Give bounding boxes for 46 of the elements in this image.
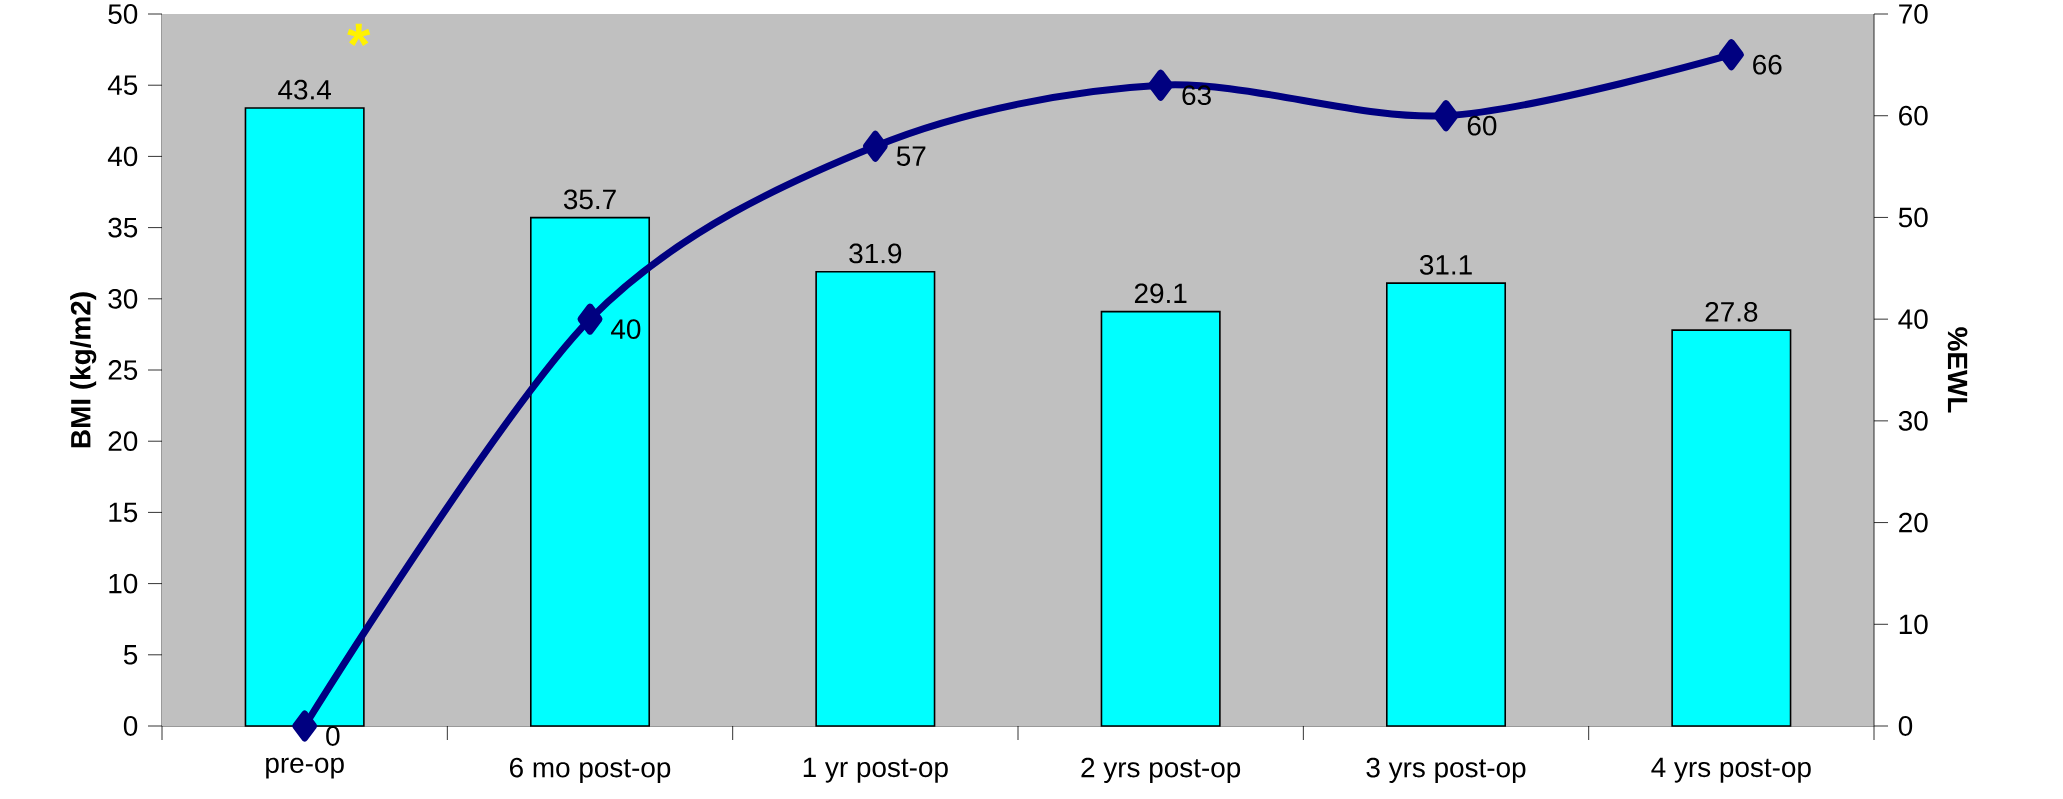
x-tick-label: 3 yrs post-op	[1366, 757, 1526, 783]
data-label: 63	[1182, 85, 1211, 106]
y-tick-label: 25	[108, 360, 138, 380]
x-tick-label: 4 yrs post-op	[1651, 757, 1811, 783]
y-axis-title: BMI (kg/m2)	[70, 292, 97, 448]
y2-tick-label: 10	[1899, 614, 1928, 635]
point	[1718, 39, 1744, 71]
x-tick-label: 2 yrs post-op	[1081, 757, 1241, 783]
point	[862, 130, 888, 162]
point	[292, 710, 318, 742]
y-tick-label: 10	[109, 573, 138, 594]
y-tick-label: 40	[107, 146, 138, 167]
y-tick-label: 45	[107, 75, 138, 95]
y-tick-label: 50	[108, 4, 138, 24]
x-tick-label: 1 yr post-op	[803, 757, 948, 783]
y2-tick-label: 20	[1899, 512, 1928, 533]
y2-tick-label: 40	[1898, 309, 1928, 330]
annotation: *	[347, 23, 371, 46]
data-label: 57	[896, 146, 926, 166]
point	[577, 303, 603, 335]
y2-tick-label: 50	[1898, 207, 1928, 228]
data-label: 0	[326, 726, 340, 746]
data-label: 35.7	[563, 189, 616, 210]
y2-tick-label: 60	[1899, 105, 1928, 126]
data-label: 31.9	[849, 243, 902, 264]
y-tick-label: 20	[108, 431, 138, 452]
y-tick-label: 35	[108, 217, 138, 238]
y-tick-label: 15	[109, 502, 138, 523]
point	[1433, 100, 1459, 132]
x-tick-label: pre-op	[266, 757, 344, 779]
data-label: 29.1	[1134, 283, 1187, 304]
y2-axis-title: %EWL	[1947, 327, 1968, 413]
data-label: 66	[1753, 54, 1782, 75]
point	[1148, 69, 1174, 101]
y2-tick-label: 70	[1899, 4, 1928, 24]
data-label: 27.8	[1705, 301, 1758, 322]
y-tick-label: 5	[123, 645, 138, 665]
data-label: 43.4	[278, 79, 331, 100]
y-tick-label: 30	[108, 288, 138, 309]
y2-tick-label: 30	[1898, 410, 1928, 431]
data-label: 60	[1467, 115, 1497, 136]
y2-tick-label: 0	[1898, 716, 1913, 736]
data-label: 31.1	[1419, 254, 1472, 275]
data-label: 40	[611, 319, 641, 340]
x-tick-label: 6 mo post-op	[510, 757, 671, 783]
y-tick-label: 0	[123, 716, 138, 736]
